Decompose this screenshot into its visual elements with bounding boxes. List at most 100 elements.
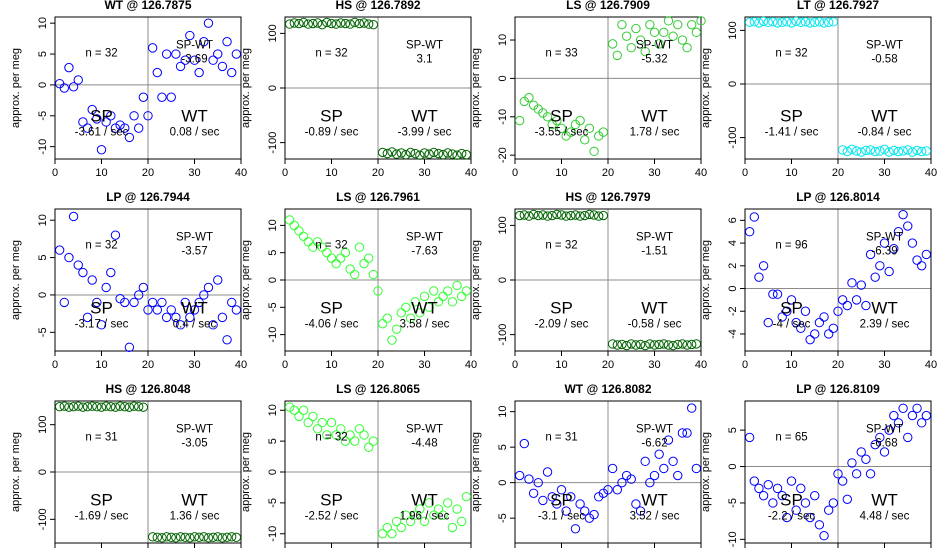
data-point xyxy=(401,510,411,520)
data-point xyxy=(217,61,228,72)
data-point xyxy=(533,210,543,221)
data-point xyxy=(180,55,190,65)
wt-rate: 0.08 / sec xyxy=(170,127,220,139)
wt-rate: -3.99 / sec xyxy=(398,127,452,139)
data-point xyxy=(528,209,539,220)
x-tick-label: 20 xyxy=(832,359,844,371)
data-points xyxy=(54,18,242,155)
data-point xyxy=(786,476,797,486)
data-point xyxy=(833,469,843,479)
data-point xyxy=(461,286,472,296)
data-point xyxy=(152,532,163,543)
data-point xyxy=(744,227,755,237)
data-point xyxy=(912,403,922,413)
data-point xyxy=(185,533,195,543)
data-point xyxy=(754,272,764,282)
data-point xyxy=(668,340,678,351)
y-tick-label: -2 xyxy=(727,306,739,316)
data-point xyxy=(682,43,692,53)
sp-wt-label: SP-WT xyxy=(406,424,443,436)
data-point xyxy=(659,27,669,38)
x-tick-label: 20 xyxy=(602,167,614,179)
x-tick-label: 0 xyxy=(52,359,58,371)
data-point xyxy=(631,340,641,350)
data-point xyxy=(589,210,599,220)
data-point xyxy=(889,244,899,254)
y-tick-label: 0 xyxy=(727,81,739,87)
data-point xyxy=(875,261,885,271)
data-point xyxy=(673,19,683,30)
data-point xyxy=(391,324,402,334)
data-point xyxy=(744,17,755,28)
data-point xyxy=(129,297,139,308)
n-count: n = 96 xyxy=(775,240,807,252)
x-tick-label: 40 xyxy=(925,167,937,179)
data-point xyxy=(524,474,534,484)
y-tick-label: 10 xyxy=(267,404,279,416)
data-point xyxy=(673,470,683,481)
x-tick-label: 40 xyxy=(235,167,247,179)
data-point xyxy=(542,467,553,477)
data-point xyxy=(668,31,678,41)
data-point xyxy=(359,258,369,269)
wt-rate: -0.58 / sec xyxy=(628,319,682,331)
y-tick-label: -20 xyxy=(497,147,509,163)
data-point xyxy=(547,492,557,502)
data-point xyxy=(898,403,908,413)
wt-rate: 2.39 / sec xyxy=(860,319,910,331)
data-point xyxy=(308,242,318,252)
data-point xyxy=(171,533,181,543)
y-tick-label: 0 xyxy=(267,277,279,283)
data-point xyxy=(663,16,674,26)
y-tick-label: 6 xyxy=(727,217,739,223)
data-point xyxy=(68,211,79,222)
data-point xyxy=(284,402,295,412)
data-point xyxy=(768,17,778,27)
data-point xyxy=(824,17,834,28)
data-point xyxy=(552,499,562,509)
data-point xyxy=(294,411,304,422)
data-point xyxy=(152,67,163,78)
data-point xyxy=(438,510,448,520)
data-point xyxy=(433,504,444,514)
y-tick-label: 5 xyxy=(267,438,279,444)
data-point xyxy=(199,36,209,47)
n-count: n = 31 xyxy=(545,432,577,444)
data-point xyxy=(796,483,806,494)
data-point xyxy=(326,417,337,428)
data-point xyxy=(405,516,416,527)
data-point xyxy=(134,290,144,300)
y-tick-label: 0 xyxy=(37,292,49,298)
data-point xyxy=(640,456,650,467)
data-point xyxy=(754,483,764,494)
data-point xyxy=(82,123,93,133)
sp-label: SP xyxy=(550,491,573,510)
x-tick-label: 10 xyxy=(555,359,567,371)
sp-label: SP xyxy=(550,107,573,126)
data-point xyxy=(668,456,678,467)
x-tick-label: 30 xyxy=(878,359,890,371)
data-point xyxy=(340,436,351,446)
data-point xyxy=(322,430,332,440)
data-point xyxy=(396,522,406,533)
data-point xyxy=(120,401,130,412)
data-point xyxy=(106,401,116,412)
data-point xyxy=(227,532,237,542)
x-tick-label: 40 xyxy=(465,359,477,371)
x-tick-label: 30 xyxy=(648,359,660,371)
x-tick-label: 30 xyxy=(648,167,660,179)
y-axis-label: approx. per meg xyxy=(10,48,22,128)
data-point xyxy=(768,498,778,508)
data-point xyxy=(138,92,149,102)
data-point xyxy=(387,335,397,345)
panel-title: HS @ 126.7892 xyxy=(335,0,420,12)
sp-rate: -2.2 / sec xyxy=(768,511,816,523)
x-tick-label: 0 xyxy=(512,167,518,179)
sp-label: SP xyxy=(320,299,343,318)
data-point xyxy=(677,428,688,438)
data-point xyxy=(842,300,852,311)
wt-rate: 1.78 / sec xyxy=(630,127,680,139)
wt-label: WT xyxy=(641,299,667,318)
data-point xyxy=(54,245,65,255)
